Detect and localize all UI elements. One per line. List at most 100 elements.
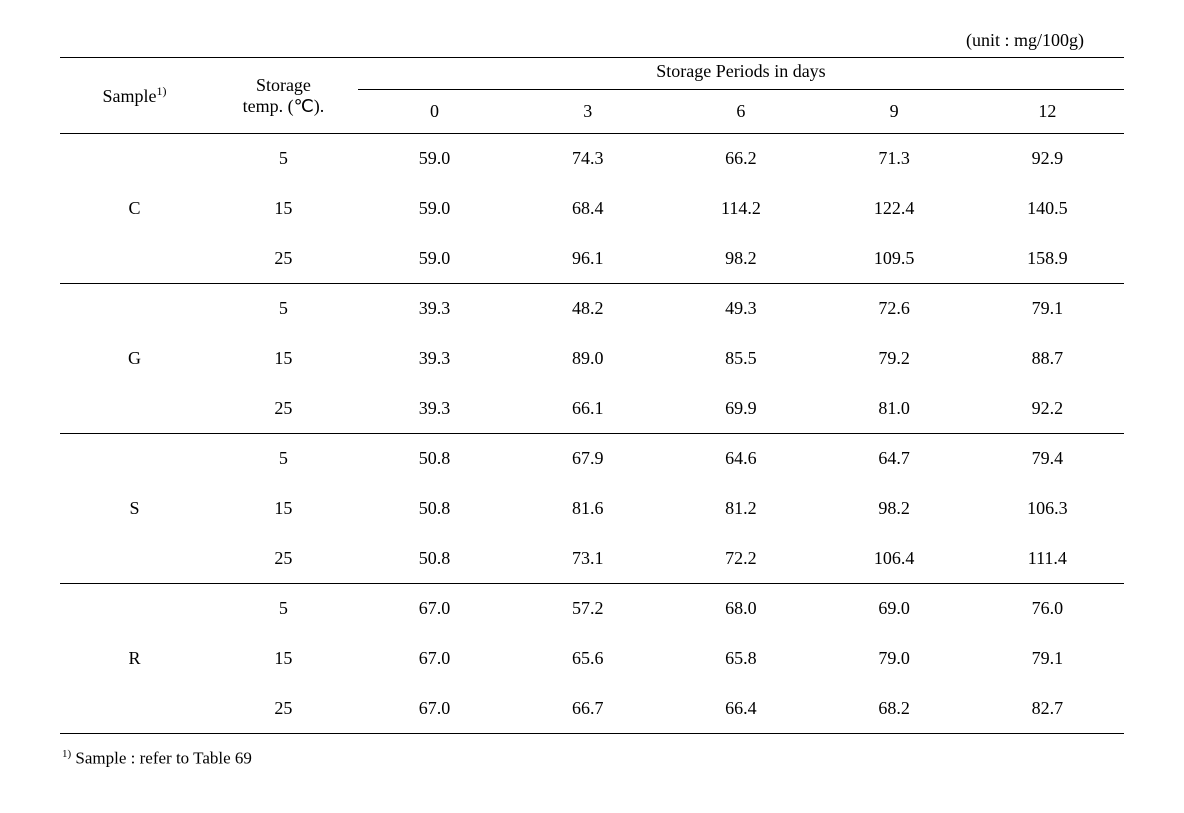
table-body: C559.074.366.271.392.91559.068.4114.2122… <box>60 134 1124 734</box>
data-cell: 140.5 <box>971 184 1124 234</box>
header-period-0: 0 <box>358 90 511 134</box>
table-row: C559.074.366.271.392.9 <box>60 134 1124 184</box>
data-cell: 79.1 <box>971 634 1124 684</box>
table-row: 1539.389.085.579.288.7 <box>60 334 1124 384</box>
data-cell: 39.3 <box>358 334 511 384</box>
data-cell: 72.2 <box>664 534 817 584</box>
data-cell: 76.0 <box>971 584 1124 634</box>
temp-cell: 25 <box>209 234 358 284</box>
data-cell: 50.8 <box>358 534 511 584</box>
header-sample: Sample1) <box>60 58 209 134</box>
data-cell: 68.2 <box>818 684 971 734</box>
table-row: 1550.881.681.298.2106.3 <box>60 484 1124 534</box>
data-table: Sample1) Storage temp. (℃). Storage Peri… <box>60 57 1124 734</box>
data-cell: 72.6 <box>818 284 971 334</box>
data-cell: 66.7 <box>511 684 664 734</box>
data-cell: 96.1 <box>511 234 664 284</box>
data-cell: 106.3 <box>971 484 1124 534</box>
data-cell: 39.3 <box>358 284 511 334</box>
data-cell: 65.6 <box>511 634 664 684</box>
data-cell: 65.8 <box>664 634 817 684</box>
sample-label: R <box>60 584 209 734</box>
sample-label: G <box>60 284 209 434</box>
temp-cell: 5 <box>209 434 358 484</box>
data-cell: 64.6 <box>664 434 817 484</box>
temp-cell: 25 <box>209 384 358 434</box>
header-sample-text: Sample <box>102 86 156 106</box>
temp-cell: 5 <box>209 284 358 334</box>
data-cell: 50.8 <box>358 484 511 534</box>
data-cell: 158.9 <box>971 234 1124 284</box>
data-cell: 85.5 <box>664 334 817 384</box>
data-cell: 66.1 <box>511 384 664 434</box>
table-row: R567.057.268.069.076.0 <box>60 584 1124 634</box>
data-cell: 79.4 <box>971 434 1124 484</box>
footnote-sup: 1) <box>62 748 71 760</box>
temp-cell: 15 <box>209 184 358 234</box>
data-cell: 111.4 <box>971 534 1124 584</box>
data-cell: 79.0 <box>818 634 971 684</box>
data-cell: 48.2 <box>511 284 664 334</box>
data-cell: 64.7 <box>818 434 971 484</box>
data-cell: 73.1 <box>511 534 664 584</box>
header-sample-sup: 1) <box>156 84 166 98</box>
data-cell: 81.2 <box>664 484 817 534</box>
data-cell: 66.4 <box>664 684 817 734</box>
unit-label: (unit : mg/100g) <box>60 30 1124 51</box>
footnote: 1) Sample : refer to Table 69 <box>60 748 1124 769</box>
data-cell: 67.0 <box>358 684 511 734</box>
data-cell: 98.2 <box>664 234 817 284</box>
data-cell: 67.9 <box>511 434 664 484</box>
data-cell: 109.5 <box>818 234 971 284</box>
sample-label: S <box>60 434 209 584</box>
data-cell: 49.3 <box>664 284 817 334</box>
table-row: 2550.873.172.2106.4111.4 <box>60 534 1124 584</box>
temp-cell: 25 <box>209 684 358 734</box>
header-storage-temp-line2: temp. (℃). <box>243 96 325 116</box>
data-cell: 59.0 <box>358 184 511 234</box>
data-cell: 66.2 <box>664 134 817 184</box>
header-period-4: 12 <box>971 90 1124 134</box>
data-cell: 92.2 <box>971 384 1124 434</box>
data-cell: 89.0 <box>511 334 664 384</box>
data-cell: 92.9 <box>971 134 1124 184</box>
table-row: 1559.068.4114.2122.4140.5 <box>60 184 1124 234</box>
data-cell: 68.0 <box>664 584 817 634</box>
data-cell: 69.9 <box>664 384 817 434</box>
data-cell: 74.3 <box>511 134 664 184</box>
data-cell: 59.0 <box>358 134 511 184</box>
temp-cell: 15 <box>209 484 358 534</box>
table-row: S550.867.964.664.779.4 <box>60 434 1124 484</box>
header-period-3: 9 <box>818 90 971 134</box>
data-cell: 122.4 <box>818 184 971 234</box>
header-periods-title: Storage Periods in days <box>358 58 1124 90</box>
data-cell: 71.3 <box>818 134 971 184</box>
table-row: 1567.065.665.879.079.1 <box>60 634 1124 684</box>
data-cell: 69.0 <box>818 584 971 634</box>
data-cell: 79.2 <box>818 334 971 384</box>
data-cell: 50.8 <box>358 434 511 484</box>
data-cell: 106.4 <box>818 534 971 584</box>
temp-cell: 15 <box>209 334 358 384</box>
header-storage-temp: Storage temp. (℃). <box>209 58 358 134</box>
data-cell: 98.2 <box>818 484 971 534</box>
table-header: Sample1) Storage temp. (℃). Storage Peri… <box>60 58 1124 134</box>
header-period-1: 3 <box>511 90 664 134</box>
data-cell: 82.7 <box>971 684 1124 734</box>
data-cell: 88.7 <box>971 334 1124 384</box>
data-cell: 81.6 <box>511 484 664 534</box>
data-cell: 114.2 <box>664 184 817 234</box>
header-storage-temp-line1: Storage <box>256 75 311 95</box>
data-cell: 67.0 <box>358 634 511 684</box>
data-cell: 81.0 <box>818 384 971 434</box>
table-row: G539.348.249.372.679.1 <box>60 284 1124 334</box>
footnote-text: Sample : refer to Table 69 <box>71 749 252 768</box>
data-cell: 39.3 <box>358 384 511 434</box>
table-row: 2539.366.169.981.092.2 <box>60 384 1124 434</box>
data-cell: 59.0 <box>358 234 511 284</box>
temp-cell: 25 <box>209 534 358 584</box>
data-cell: 67.0 <box>358 584 511 634</box>
temp-cell: 15 <box>209 634 358 684</box>
temp-cell: 5 <box>209 134 358 184</box>
data-cell: 68.4 <box>511 184 664 234</box>
